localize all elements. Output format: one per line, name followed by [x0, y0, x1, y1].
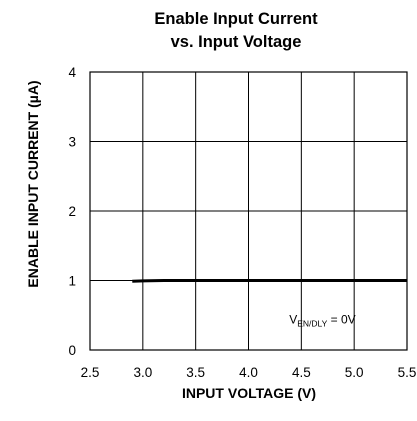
- annotation-main: V: [289, 313, 297, 327]
- chart-title-line-2: vs. Input Voltage: [171, 33, 302, 51]
- y-tick-labels: 0 1 2 3 4: [68, 65, 76, 358]
- condition-annotation: VEN/DLY = 0V: [289, 313, 355, 329]
- x-tick-label: 4.0: [239, 365, 258, 380]
- y-axis-label: ENABLE INPUT CURRENT (µA): [25, 80, 41, 287]
- x-tick-label: 3.0: [133, 365, 152, 380]
- x-tick-label: 3.5: [186, 365, 205, 380]
- x-tick-labels: 2.5 3.0 3.5 4.0 4.5 5.0 5.5: [81, 365, 417, 380]
- y-tick-label: 4: [68, 65, 76, 80]
- y-tick-label: 0: [68, 343, 76, 358]
- grid-lines: [89, 71, 408, 351]
- annotation-subscript: EN/DLY: [297, 319, 327, 329]
- series-line: [132, 279, 407, 283]
- series-layer: [132, 279, 407, 283]
- y-tick-label: 3: [68, 135, 76, 150]
- chart-title-line-1: Enable Input Current: [154, 10, 318, 28]
- x-tick-label: 2.5: [81, 365, 100, 380]
- x-tick-label: 5.5: [398, 365, 417, 380]
- x-tick-label: 4.5: [292, 365, 311, 380]
- y-tick-label: 1: [68, 274, 76, 289]
- y-tick-label: 2: [68, 204, 76, 219]
- plot-frame: [89, 71, 408, 351]
- x-tick-label: 5.0: [345, 365, 364, 380]
- annotation-suffix: = 0V: [327, 313, 355, 327]
- x-axis-label: INPUT VOLTAGE (V): [182, 385, 316, 401]
